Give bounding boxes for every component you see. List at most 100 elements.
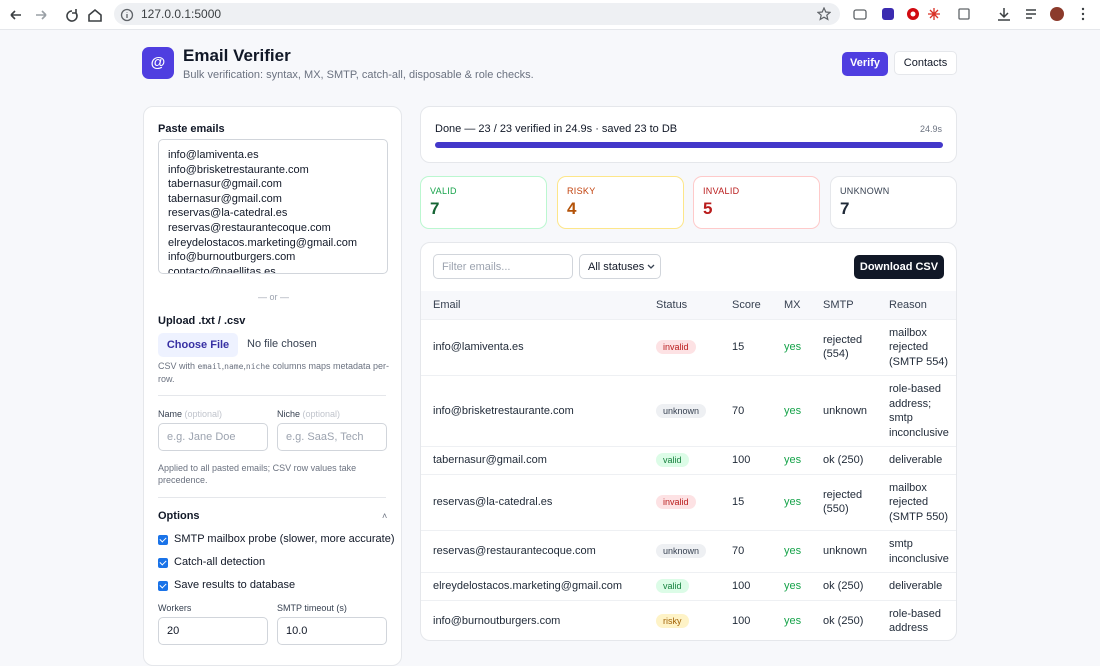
- result-row: elreydelostacos.marketing@gmail.com valid…: [421, 572, 956, 600]
- email-cell: info@burnoutburgers.com: [421, 599, 644, 640]
- status-select-text: All statuses: [588, 261, 645, 273]
- timeout-input[interactable]: 10.0: [277, 617, 387, 645]
- result-row: info@burnoutburgers.com risky 100 yes ok (25…: [421, 599, 956, 640]
- bookmark-icon[interactable]: [817, 7, 831, 21]
- status-badge: unknown: [656, 403, 707, 418]
- stat-card: UNKNOWN 7: [830, 176, 957, 229]
- choose-file-button[interactable]: Choose File: [158, 333, 238, 357]
- stat-count: 7: [840, 199, 850, 218]
- status-select[interactable]: All statuses: [579, 254, 661, 279]
- score-cell: 70: [720, 530, 772, 573]
- table-header: Email Status Score MX SMTP Reason: [421, 291, 956, 319]
- download-button[interactable]: Download CSV: [854, 255, 944, 279]
- progress-text: Done — 23 / 23 verified in 24.9s · saved…: [435, 123, 678, 135]
- emails-textarea[interactable]: info@lamiventa.es info@brisketrestaurante…: [158, 139, 388, 274]
- score-cell: 100: [720, 599, 772, 640]
- score-cell: 15: [720, 318, 772, 376]
- status-cell: risky: [644, 599, 720, 640]
- hint-text: columns maps metadata per-row.: [158, 361, 390, 384]
- hint-code: email: [197, 362, 222, 371]
- verify-button[interactable]: Verify: [842, 52, 888, 76]
- results-card: Filter emails... All statuses Download C…: [420, 242, 957, 641]
- status-cell: unknown: [644, 375, 720, 447]
- email-cell: reservas@la-catedral.es: [421, 473, 644, 531]
- email-line: info@burnoutburgers.com: [168, 251, 296, 264]
- table-body: info@lamiventa.es invalid 15 yes rejected (5…: [421, 318, 956, 640]
- column-header: Status: [644, 291, 720, 319]
- reason-cell: mailbox rejected (SMTP 550): [877, 473, 956, 531]
- column-header: Email: [421, 291, 644, 319]
- upload-label: Upload .txt / .csv: [158, 315, 246, 327]
- options-toggle[interactable]: ˄: [382, 511, 388, 521]
- result-row: info@lamiventa.es invalid 15 yes rejected (5…: [421, 318, 956, 376]
- niche-label: Niche (optional): [277, 409, 340, 419]
- status-cell: unknown: [644, 530, 720, 573]
- niche-label-text: Niche: [277, 409, 301, 419]
- address-bar[interactable]: 127.0.0.1:5000: [114, 3, 840, 25]
- result-row: info@brisketrestaurante.com unknown 70 yes u…: [421, 375, 956, 447]
- stat-card: RISKY 4: [557, 176, 684, 229]
- checkbox[interactable]: [158, 558, 168, 568]
- email-cell: info@lamiventa.es: [421, 318, 644, 376]
- status-cell: invalid: [644, 473, 720, 531]
- email-cell: reservas@restaurantecoque.com: [421, 530, 644, 573]
- divider: [158, 497, 386, 498]
- paste-label: Paste emails: [158, 123, 225, 135]
- workers-input[interactable]: 20: [158, 617, 268, 645]
- hint-text: ,: [221, 361, 225, 371]
- smtp-cell: unknown: [811, 375, 877, 447]
- stat-count: 5: [703, 199, 713, 218]
- site-info-icon[interactable]: [120, 8, 134, 22]
- filter-input[interactable]: Filter emails...: [433, 254, 573, 279]
- progress-card: Done — 23 / 23 verified in 24.9s · saved…: [420, 106, 957, 163]
- elapsed-time: 24.9s: [919, 124, 942, 134]
- reason-cell: deliverable: [877, 446, 956, 474]
- mx-cell: yes: [772, 473, 811, 531]
- column-header: Reason: [877, 291, 956, 319]
- hint-text: ,: [243, 361, 246, 371]
- name-input[interactable]: e.g. Jane Doe: [158, 423, 268, 451]
- result-row: tabernasur@gmail.com valid 100 yes ok (250) d…: [421, 446, 956, 474]
- extension-icons[interactable]: [852, 5, 1092, 25]
- reason-cell: smtp inconclusive: [877, 530, 956, 573]
- score-cell: 100: [720, 446, 772, 474]
- checkbox-label: Catch-all detection: [174, 556, 266, 568]
- optional-tag: (optional): [184, 409, 223, 419]
- progress-bar: [435, 142, 943, 148]
- hint-text: CSV with: [158, 361, 198, 371]
- stat-card: VALID 7: [420, 176, 547, 229]
- status-badge: invalid: [656, 495, 696, 509]
- browser-toolbar: 127.0.0.1:5000: [0, 0, 1100, 30]
- name-label: Name (optional): [158, 409, 222, 419]
- workers-label: Workers: [158, 603, 192, 613]
- niche-input[interactable]: e.g. SaaS, Tech: [277, 423, 387, 451]
- mx-cell: yes: [772, 530, 811, 573]
- stat-count: 4: [567, 199, 577, 218]
- contacts-button[interactable]: Contacts: [894, 51, 957, 75]
- status-cell: invalid: [644, 318, 720, 376]
- result-row: reservas@la-catedral.es invalid 15 yes rejec…: [421, 473, 956, 531]
- email-line: info@lamiventa.es: [168, 149, 259, 161]
- divider: [158, 395, 386, 396]
- separator: — or —: [257, 292, 289, 302]
- column-header: SMTP: [811, 291, 877, 319]
- score-cell: 15: [720, 473, 772, 531]
- checkbox[interactable]: [158, 535, 168, 545]
- checkbox[interactable]: [158, 581, 168, 591]
- reason-cell: role-based address: [877, 599, 956, 640]
- mx-cell: yes: [772, 446, 811, 474]
- stat-label: UNKNOWN: [840, 186, 890, 196]
- hint-code: name: [224, 362, 244, 371]
- upload-hint: CSV with email,name,niche columns maps m…: [158, 360, 393, 385]
- column-header: MX: [772, 291, 811, 319]
- page: {"browser": {"url": "127.0.0.1:5000"}, "…: [0, 0, 1100, 650]
- mx-cell: yes: [772, 375, 811, 447]
- status-cell: valid: [644, 572, 720, 600]
- hint-code: niche: [245, 362, 270, 371]
- email-cell: tabernasur@gmail.com: [421, 446, 644, 474]
- mx-cell: yes: [772, 318, 811, 376]
- reason-cell: deliverable: [877, 572, 956, 600]
- stat-label: INVALID: [703, 186, 740, 196]
- app-title: Email Verifier: [183, 46, 291, 65]
- name-label-text: Name: [158, 409, 183, 419]
